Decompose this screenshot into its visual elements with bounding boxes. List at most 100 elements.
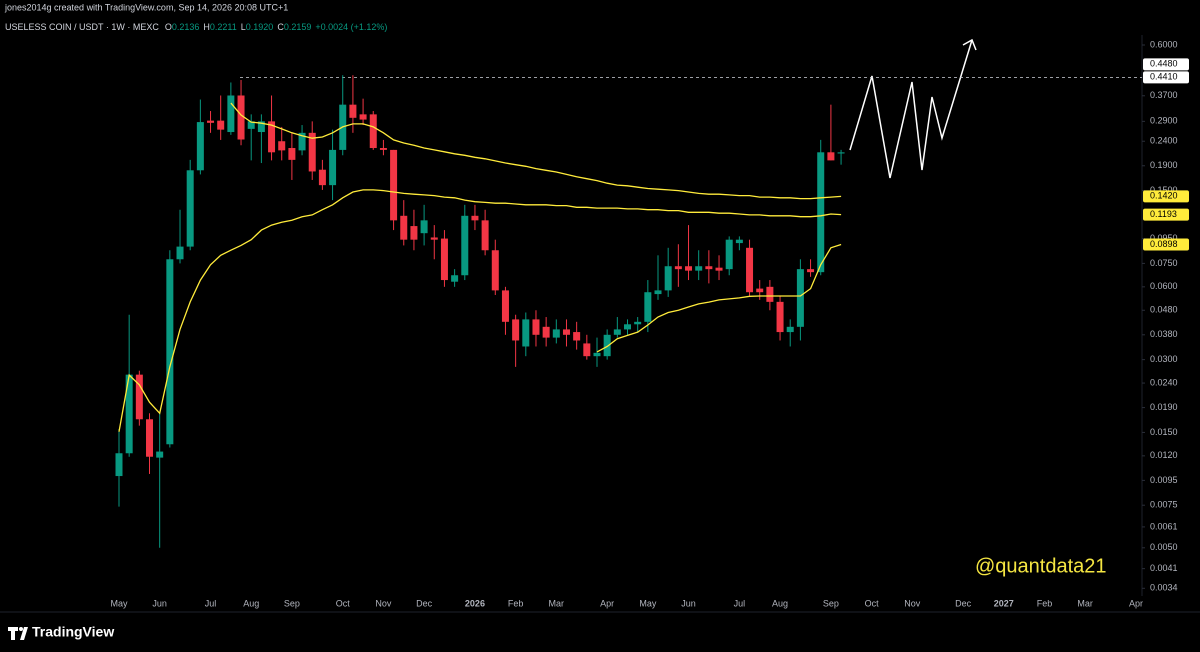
y-tick-label: 0.3700 bbox=[1150, 90, 1178, 100]
y-tick-label: 0.0750 bbox=[1150, 258, 1178, 268]
x-tick-label: Jul bbox=[734, 598, 746, 608]
candle-body bbox=[278, 141, 286, 151]
price-tag-label: 0.0898 bbox=[1150, 239, 1178, 249]
y-tick-label: 0.1500 bbox=[1150, 185, 1178, 195]
y-tick-label: 0.0300 bbox=[1150, 354, 1178, 364]
y-tick-label: 0.0050 bbox=[1150, 542, 1178, 552]
price-tag bbox=[1143, 208, 1189, 221]
candle-body bbox=[268, 121, 276, 153]
candle-body bbox=[807, 269, 815, 273]
candle-body bbox=[562, 329, 570, 335]
x-tick-label: Mar bbox=[549, 598, 565, 608]
candle-body bbox=[461, 215, 469, 276]
candle-body bbox=[471, 215, 479, 221]
candle-body bbox=[379, 148, 387, 150]
candle-body bbox=[624, 324, 631, 330]
candle-body bbox=[196, 122, 204, 171]
y-tick-label: 0.0041 bbox=[1150, 563, 1178, 573]
y-tick-label: 0.0190 bbox=[1150, 402, 1178, 412]
candle-body bbox=[207, 120, 215, 123]
candle-body bbox=[186, 170, 194, 247]
candle-body bbox=[318, 169, 326, 186]
candle-body bbox=[664, 266, 672, 291]
y-tick-label: 0.2400 bbox=[1150, 136, 1178, 146]
x-tick-label: Mar bbox=[1077, 598, 1093, 608]
candle-body bbox=[532, 319, 540, 335]
candle-body bbox=[837, 152, 845, 154]
candle-body bbox=[390, 149, 398, 221]
x-tick-label: May bbox=[639, 598, 657, 608]
ohlc-value: 0.2211 bbox=[210, 22, 237, 32]
candle-body bbox=[776, 301, 784, 333]
candle-body bbox=[593, 352, 601, 357]
candle-body bbox=[746, 247, 754, 293]
x-tick-label: Aug bbox=[772, 598, 788, 608]
credit: jones2014g created with TradingView.com,… bbox=[4, 2, 288, 12]
y-tick-label: 0.6000 bbox=[1150, 39, 1178, 49]
legend-line: USELESS COIN / USDT · 1W · MEXC O0.2136 H0… bbox=[5, 22, 387, 32]
x-tick-label: Oct bbox=[336, 598, 351, 608]
candle-body bbox=[288, 148, 296, 160]
candle-body bbox=[695, 266, 703, 271]
candle-body bbox=[583, 343, 591, 357]
x-tick-label: Aug bbox=[243, 598, 259, 608]
logo-slash bbox=[20, 627, 28, 640]
candle-body bbox=[176, 246, 184, 260]
candle-body bbox=[257, 121, 265, 133]
candle-body bbox=[501, 290, 509, 322]
candle-body bbox=[156, 451, 164, 458]
ma-line bbox=[596, 243, 842, 353]
candle-body bbox=[329, 149, 337, 186]
candle-body bbox=[573, 332, 581, 341]
candle-body bbox=[400, 215, 408, 240]
candle-body bbox=[674, 266, 682, 270]
candle-body bbox=[644, 292, 652, 322]
x-tick-label: Feb bbox=[1037, 598, 1053, 608]
candle-body bbox=[613, 329, 621, 335]
x-tick-label: Apr bbox=[600, 598, 614, 608]
y-tick-label: 0.0095 bbox=[1150, 475, 1178, 485]
candle-body bbox=[685, 266, 693, 271]
x-tick-label: Oct bbox=[865, 598, 880, 608]
candle-body bbox=[349, 104, 357, 118]
x-tick-label: Apr bbox=[1129, 598, 1143, 608]
x-tick-label: Sep bbox=[823, 598, 839, 608]
price-tag-label: 0.1420 bbox=[1150, 191, 1178, 201]
y-tick-label: 0.0075 bbox=[1150, 500, 1178, 510]
x-tick-label: Feb bbox=[508, 598, 524, 608]
ohlc-key: O bbox=[165, 22, 172, 32]
x-tick-label: Nov bbox=[375, 598, 392, 608]
ohlc-key: C bbox=[277, 22, 284, 32]
candle-body bbox=[766, 286, 774, 302]
candle-body bbox=[166, 259, 174, 445]
candle-body bbox=[654, 290, 662, 295]
ohlc-value: 0.2159 bbox=[284, 22, 312, 32]
x-tick-label: Dec bbox=[955, 598, 972, 608]
price-tag-label: 0.4410 bbox=[1150, 72, 1178, 82]
watermark: @quantdata21 bbox=[975, 555, 1107, 577]
candle-body bbox=[410, 226, 418, 240]
candle-body bbox=[786, 326, 794, 333]
x-tick-label: Jul bbox=[205, 598, 217, 608]
candle-body bbox=[756, 288, 764, 293]
candle-body bbox=[369, 114, 377, 149]
candle-body bbox=[440, 238, 448, 281]
ohlc-key: L bbox=[241, 22, 246, 32]
candle-body bbox=[237, 95, 245, 140]
y-tick-label: 0.0380 bbox=[1150, 329, 1178, 339]
candle-body bbox=[735, 239, 743, 244]
candle-body bbox=[725, 239, 733, 270]
y-tick-label: 0.0150 bbox=[1150, 427, 1178, 437]
x-tick-label: Jun bbox=[152, 598, 167, 608]
price-tag bbox=[1143, 58, 1189, 71]
projection-zigzag bbox=[849, 39, 973, 179]
candle-body bbox=[359, 114, 367, 120]
x-tick-label: Jun bbox=[681, 598, 696, 608]
symbol: USELESS COIN / USDT · 1W · MEXC bbox=[5, 22, 159, 32]
ohlc-value: 0.1920 bbox=[246, 22, 274, 32]
candle-body bbox=[481, 220, 489, 251]
ma-line bbox=[230, 102, 842, 200]
ohlc-value: 0.2136 bbox=[172, 22, 200, 32]
y-tick-label: 0.0240 bbox=[1150, 377, 1178, 387]
